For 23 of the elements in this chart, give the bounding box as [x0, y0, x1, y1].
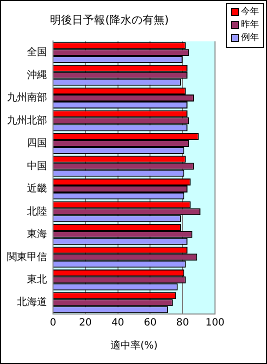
y-tick-label: 関東甲信 [7, 250, 47, 263]
x-tick-label: 60 [144, 318, 157, 329]
y-tick-label: 四国 [27, 138, 47, 150]
x-tick-label: 20 [79, 318, 92, 329]
legend-label: 今年 [240, 6, 259, 19]
x-tick-label: 40 [111, 318, 124, 329]
y-tick-label: 東海 [27, 228, 47, 240]
chart-title: 明後日予報(降水の有無) [50, 13, 169, 26]
y-tick-label: 北海道 [17, 296, 47, 308]
y-tick-label: 九州北部 [7, 114, 47, 126]
y-tick-label: 全国 [27, 46, 47, 58]
x-tick-label: 80 [176, 318, 189, 329]
y-tick-label: 北陸 [27, 205, 47, 218]
x-axis-title: 適中率(%) [110, 340, 158, 352]
y-tick-label: 東北 [27, 273, 47, 286]
y-tick-label: 沖縄 [27, 68, 47, 81]
legend-label: 昨年 [240, 19, 259, 32]
y-tick-label: 九州南部 [7, 92, 47, 104]
y-tick-label: 中国 [27, 160, 47, 172]
y-tick-label: 近畿 [27, 182, 47, 195]
x-tick-label: 0 [50, 318, 56, 329]
x-tick-label: 100 [205, 318, 225, 329]
legend-label: 例年 [240, 32, 259, 45]
